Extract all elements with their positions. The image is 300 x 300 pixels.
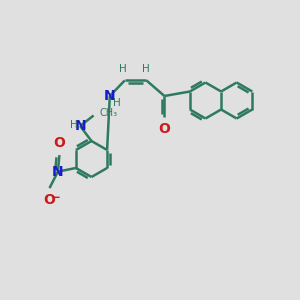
Text: N: N bbox=[52, 165, 64, 178]
Text: H: H bbox=[70, 119, 77, 130]
Text: O: O bbox=[53, 136, 65, 150]
Text: N: N bbox=[104, 89, 116, 103]
Text: −: − bbox=[51, 190, 60, 204]
Text: O: O bbox=[158, 122, 170, 136]
Text: N: N bbox=[74, 119, 86, 133]
Text: O: O bbox=[44, 194, 56, 208]
Text: H: H bbox=[142, 64, 150, 74]
Text: H: H bbox=[118, 64, 126, 74]
Text: CH₃: CH₃ bbox=[99, 108, 117, 118]
Text: H: H bbox=[112, 98, 120, 108]
